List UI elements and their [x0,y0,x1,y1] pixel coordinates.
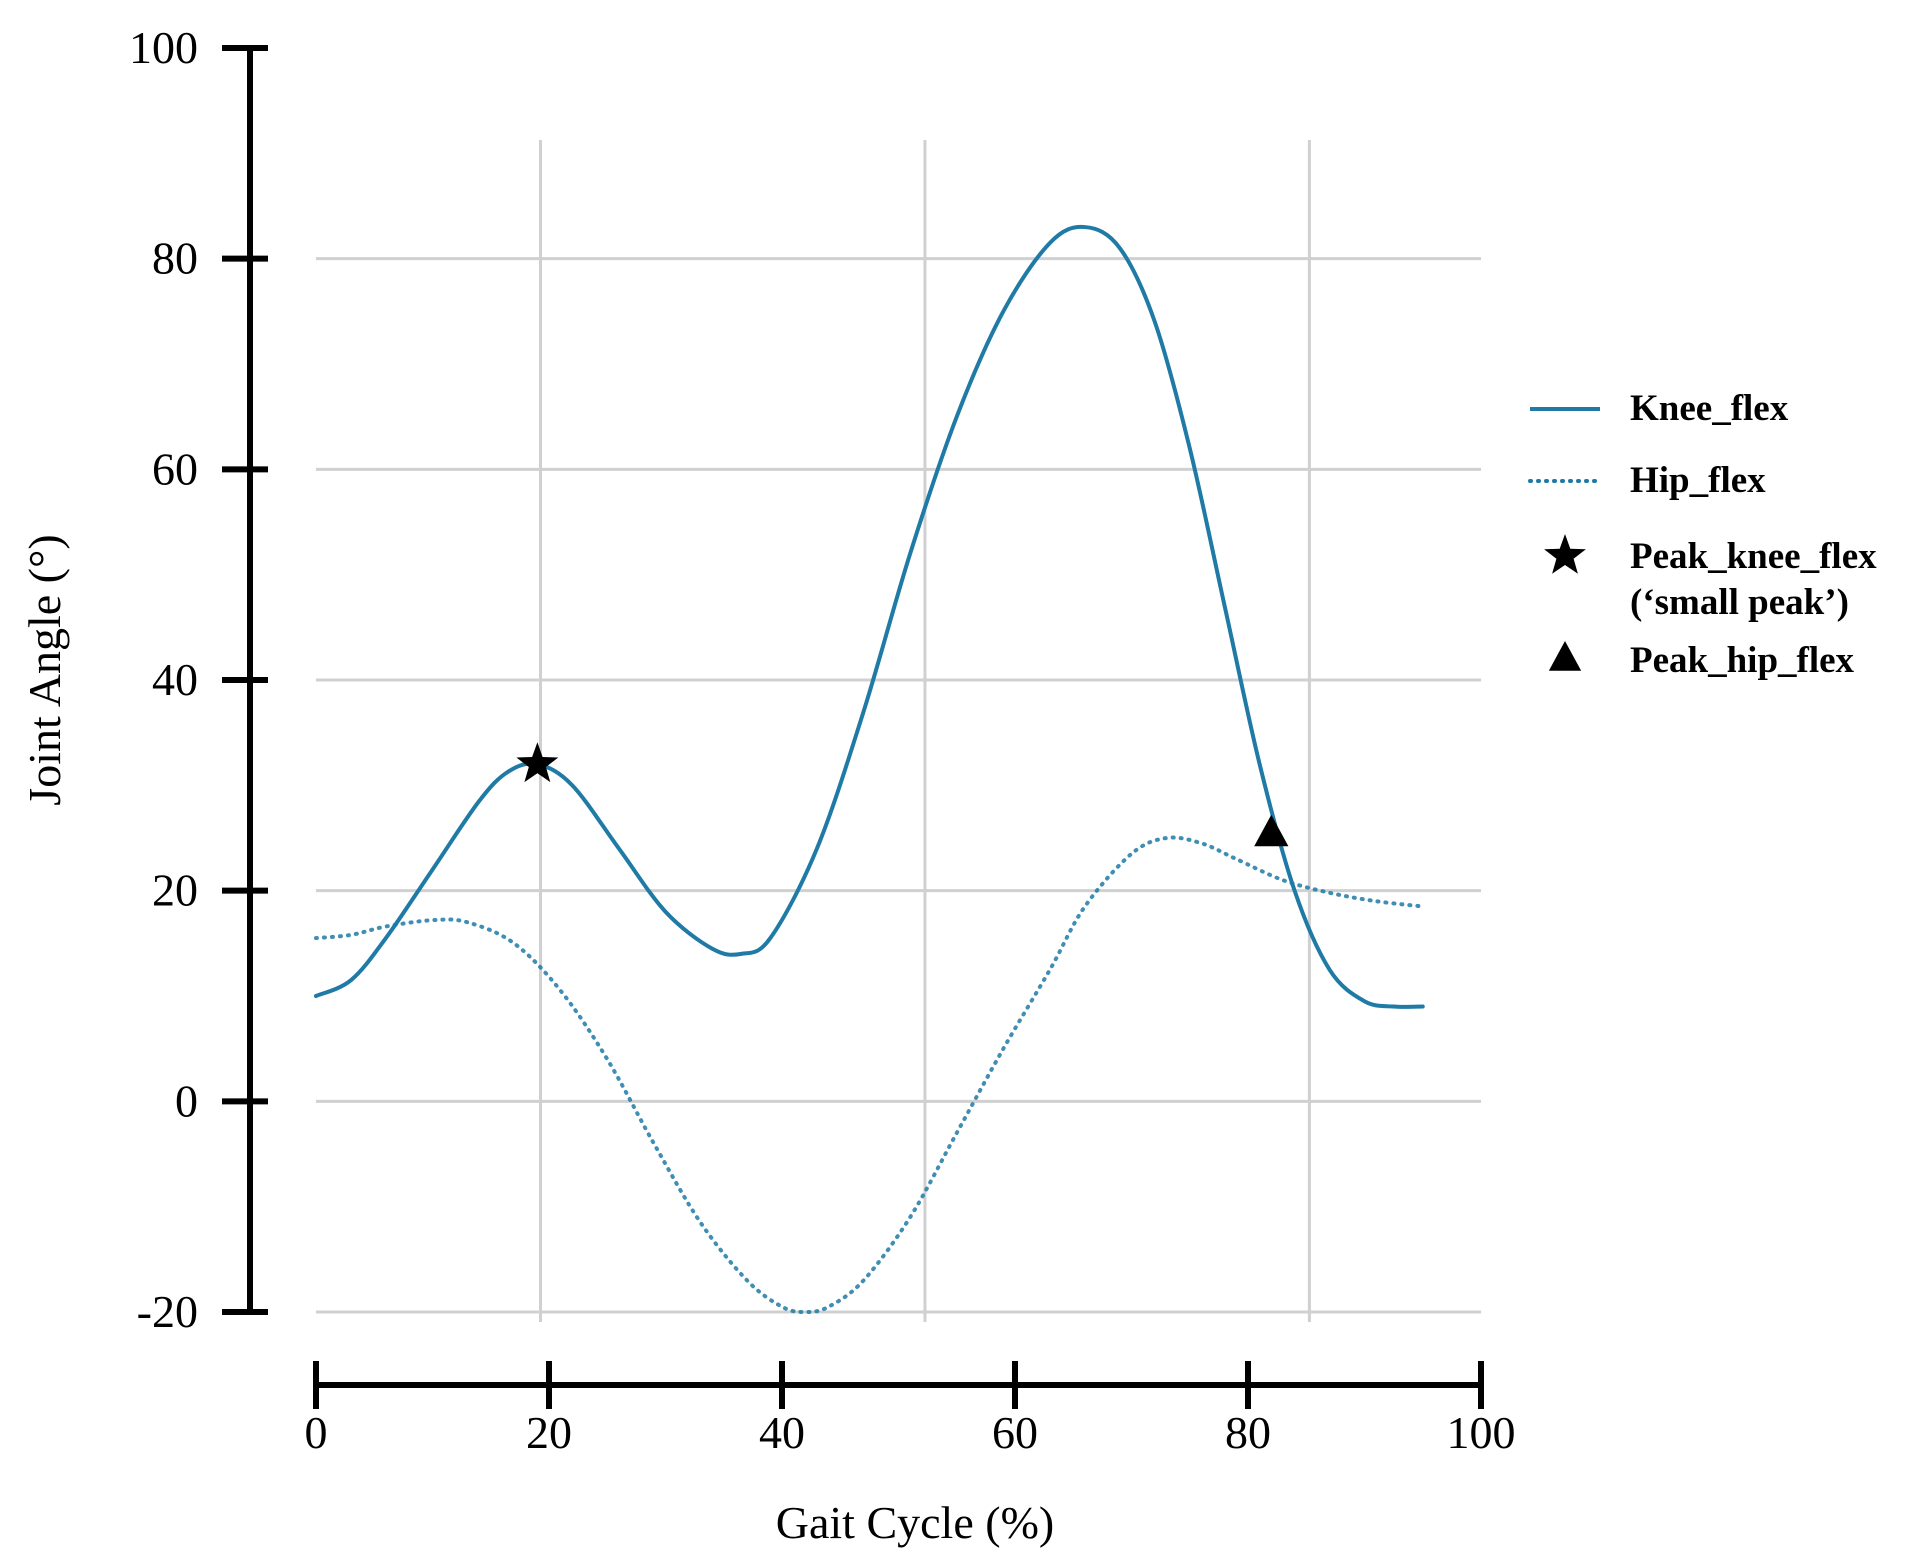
markers-layer [516,742,1289,847]
y-tick-label: 80 [152,233,198,284]
x-tick-label: 80 [1225,1407,1271,1458]
legend: Knee_flex Hip_flex Peak_knee_flex (‘small p… [1528,388,1877,681]
legend-sublabel: (‘small peak’) [1630,582,1849,623]
x-axis: 0 20 40 60 80 100 [305,1361,1516,1458]
y-tick-label: 100 [129,22,198,73]
series-layer [314,224,1425,1314]
y-axis-title: Joint Angle (°) [19,534,70,805]
y-tick-label: 60 [152,443,198,494]
legend-swatch-triangle [1548,641,1582,671]
legend-label: Knee_flex [1630,388,1789,429]
x-tick-label: 100 [1447,1407,1516,1458]
legend-label: Peak_knee_flex [1630,536,1877,577]
x-axis-title: Gait Cycle (%) [776,1497,1054,1548]
x-tick-label: 40 [759,1407,805,1458]
y-tick-label: 0 [175,1075,198,1126]
y-tick-label: 40 [152,654,198,705]
marker-triangle [1254,814,1289,847]
x-tick-label: 20 [526,1407,572,1458]
series-line-hip-flex [314,835,1425,1314]
marker-star [516,742,559,783]
x-tick-label: 0 [305,1407,328,1458]
y-tick-label: -20 [137,1286,198,1337]
legend-swatch-star [1544,534,1586,574]
series-line-knee-flex [314,224,1425,1009]
legend-label: Peak_hip_flex [1630,640,1855,681]
y-axis: 100 80 60 40 20 0 -20 [129,22,268,1337]
grid [316,140,1481,1322]
y-tick-label: 20 [152,865,198,916]
legend-label: Hip_flex [1630,460,1766,501]
x-tick-label: 60 [992,1407,1038,1458]
